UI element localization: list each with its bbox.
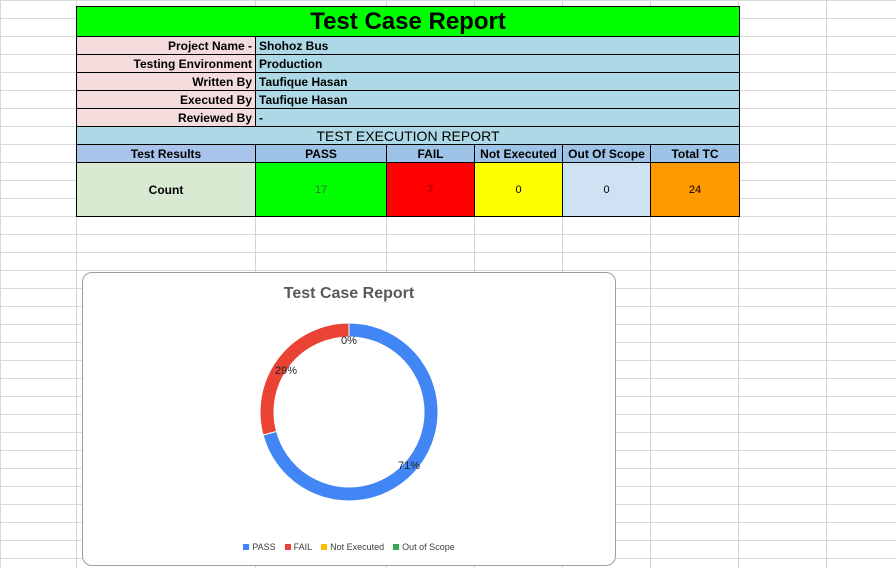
written-by-value[interactable]: Taufique Hasan	[254, 72, 741, 91]
legend-item-pass[interactable]: PASS	[243, 542, 276, 552]
legend-swatch-out-of-scope	[393, 544, 400, 550]
legend-swatch-pass	[243, 544, 250, 550]
column-divider	[76, 0, 77, 568]
project-name-value[interactable]: Shohoz Bus	[254, 36, 741, 55]
header-not-executed[interactable]: Not Executed	[474, 144, 563, 163]
header-fail[interactable]: FAIL	[386, 144, 475, 163]
reviewed-by-label[interactable]: Reviewed By	[76, 108, 256, 127]
pass-count[interactable]: 17	[255, 162, 387, 217]
project-name-label[interactable]: Project Name -	[76, 36, 256, 55]
execution-report-heading[interactable]: TEST EXECUTION REPORT	[75, 126, 741, 145]
data-label-pass: 71%	[398, 460, 420, 472]
doughnut-chart-plot: 71% 29% 0%	[259, 322, 439, 502]
testing-environment-value[interactable]: Production	[254, 54, 741, 73]
report-title[interactable]: Test Case Report	[75, 6, 741, 37]
not-executed-count[interactable]: 0	[474, 162, 563, 217]
header-total-tc[interactable]: Total TC	[649, 144, 741, 163]
legend-label-fail: FAIL	[293, 542, 313, 552]
header-out-of-scope[interactable]: Out Of Scope	[562, 144, 651, 163]
reviewed-by-value[interactable]: -	[254, 108, 741, 127]
chart-title: Test Case Report	[283, 285, 415, 302]
header-test-results[interactable]: Test Results	[76, 144, 256, 163]
executed-by-value[interactable]: Taufique Hasan	[254, 90, 741, 109]
column-divider	[650, 0, 651, 568]
chart-legend: PASS FAIL Not Executed Out of Scope	[83, 542, 615, 552]
column-divider	[738, 0, 739, 568]
out-of-scope-count[interactable]: 0	[562, 162, 651, 217]
legend-swatch-not-executed	[321, 544, 328, 550]
data-label-not-executed: 0%	[341, 335, 357, 347]
legend-swatch-fail	[284, 544, 291, 550]
test-case-report-table: Test Case Report Project Name - Shohoz B…	[75, 6, 741, 217]
legend-label-out-of-scope: Out of Scope	[402, 542, 455, 552]
written-by-label[interactable]: Written By	[76, 72, 256, 91]
legend-label-not-executed: Not Executed	[330, 542, 385, 552]
legend-label-pass: PASS	[252, 542, 276, 552]
header-pass[interactable]: PASS	[255, 144, 387, 163]
doughnut-chart[interactable]: Test Case Report 71% 29% 0% PASS FAIL Not Ex…	[82, 272, 616, 566]
legend-item-not-executed[interactable]: Not Executed	[321, 542, 384, 552]
executed-by-label[interactable]: Executed By	[76, 90, 256, 109]
testing-environment-label[interactable]: Testing Environment	[76, 54, 256, 73]
count-label[interactable]: Count	[76, 162, 256, 217]
slice-fail[interactable]	[259, 322, 350, 436]
column-divider	[826, 0, 827, 568]
legend-item-out-of-scope[interactable]: Out of Scope	[393, 542, 455, 552]
fail-count[interactable]: 7	[386, 162, 475, 217]
total-tc-count[interactable]: 24	[649, 162, 741, 217]
legend-item-fail[interactable]: FAIL	[284, 542, 313, 552]
data-label-fail: 29%	[275, 365, 297, 377]
